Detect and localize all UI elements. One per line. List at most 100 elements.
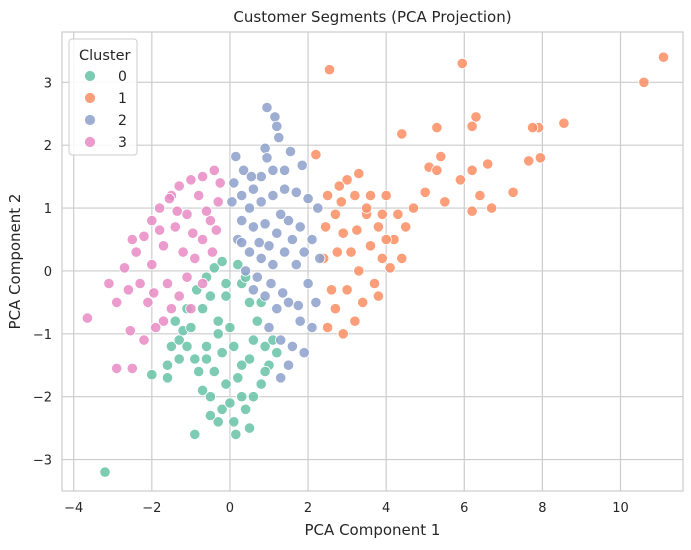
scatter-point-cluster-2 [302, 193, 314, 205]
scatter-point-cluster-2 [259, 142, 271, 154]
scatter-point-cluster-0 [181, 340, 193, 352]
scatter-point-cluster-2 [255, 171, 267, 183]
legend-box [68, 38, 138, 156]
scatter-point-cluster-1 [351, 224, 363, 236]
scatter-point-cluster-0 [204, 290, 216, 302]
scatter-point-cluster-1 [341, 284, 353, 296]
data-points [81, 51, 670, 478]
x-tick-label: 4 [382, 501, 390, 516]
scatter-point-cluster-2 [265, 277, 277, 290]
scatter-point-cluster-2 [298, 246, 310, 258]
scatter-point-cluster-3 [185, 303, 197, 315]
legend-items: 0 1 2 3 [84, 69, 127, 151]
legend-marker-1 [84, 92, 96, 104]
scatter-point-cluster-3 [146, 258, 158, 271]
legend-label-1: 1 [118, 91, 127, 107]
scatter-point-cluster-1 [333, 180, 345, 192]
scatter-point-cluster-2 [312, 202, 324, 214]
scatter-point-cluster-2 [275, 334, 287, 346]
scatter-point-cluster-2 [314, 252, 326, 264]
scatter-point-cluster-2 [286, 233, 298, 246]
scatter-point-cluster-0 [216, 255, 228, 268]
x-tick-label: 0 [226, 501, 234, 516]
scatter-point-cluster-1 [456, 57, 468, 70]
scatter-point-cluster-1 [400, 221, 412, 233]
y-tick-label: 0 [44, 265, 52, 280]
scatter-point-cluster-3 [154, 224, 166, 236]
scatter-point-cluster-0 [243, 296, 256, 308]
scatter-point-cluster-0 [228, 340, 240, 352]
scatter-point-cluster-2 [240, 265, 252, 277]
scatter-point-cluster-3 [197, 233, 209, 246]
scatter-point-cluster-3 [154, 202, 166, 214]
scatter-point-cluster-3 [134, 277, 146, 290]
scatter-point-cluster-3 [210, 224, 222, 236]
scatter-point-cluster-3 [124, 325, 136, 337]
scatter-point-cluster-3 [81, 312, 94, 324]
scatter-point-cluster-1 [319, 221, 332, 233]
x-tick-label: −2 [142, 501, 161, 516]
scatter-point-cluster-1 [435, 150, 447, 163]
scatter-point-cluster-3 [185, 174, 197, 186]
scatter-point-cluster-0 [243, 422, 256, 434]
scatter-point-cluster-0 [220, 290, 232, 302]
scatter-point-cluster-2 [243, 246, 256, 258]
scatter-point-cluster-1 [470, 111, 482, 123]
scatter-point-cluster-1 [321, 189, 334, 202]
y-tick-label: −2 [33, 391, 52, 406]
scatter-point-cluster-2 [286, 340, 298, 352]
scatter-point-cluster-1 [329, 303, 341, 315]
scatter-point-cluster-0 [208, 365, 220, 378]
scatter-point-cluster-1 [380, 189, 392, 202]
scatter-point-cluster-2 [282, 359, 295, 371]
scatter-point-cluster-2 [278, 183, 291, 195]
legend-marker-0 [84, 70, 96, 82]
x-axis-title: PCA Component 1 [305, 521, 441, 539]
scatter-point-cluster-2 [247, 183, 259, 195]
scatter-point-cluster-3 [181, 271, 193, 283]
scatter-point-cluster-1 [380, 233, 392, 246]
scatter-point-cluster-3 [206, 246, 218, 258]
scatter-point-cluster-2 [290, 186, 302, 198]
scatter-point-cluster-3 [126, 362, 138, 374]
scatter-point-cluster-3 [103, 277, 115, 290]
scatter-point-cluster-1 [526, 122, 539, 134]
scatter-point-cluster-3 [169, 221, 181, 233]
scatter-point-cluster-0 [224, 321, 236, 334]
y-tick-label: 2 [44, 139, 52, 154]
scatter-point-cluster-2 [294, 221, 306, 233]
scatter-point-cluster-2 [261, 152, 273, 164]
scatter-point-cluster-1 [335, 196, 347, 208]
scatter-point-cluster-3 [214, 177, 226, 189]
scatter-point-cluster-1 [360, 202, 373, 214]
scatter-point-cluster-0 [161, 372, 174, 384]
scatter-point-cluster-1 [396, 252, 408, 264]
scatter-point-cluster-2 [306, 233, 318, 246]
scatter-point-cluster-1 [466, 120, 478, 132]
scatter-point-cluster-0 [243, 353, 256, 365]
scatter-point-cluster-1 [372, 221, 384, 233]
scatter-point-cluster-1 [321, 321, 334, 334]
scatter-point-cluster-1 [329, 208, 341, 220]
scatter-point-cluster-1 [353, 167, 365, 180]
scatter-point-cluster-3 [171, 205, 183, 217]
y-tick-label: −1 [33, 328, 52, 343]
scatter-point-cluster-3 [177, 246, 189, 258]
scatter-point-cluster-2 [273, 132, 285, 144]
scatter-point-cluster-1 [368, 277, 381, 290]
scatter-point-cluster-1 [474, 189, 486, 202]
scatter-point-cluster-1 [657, 51, 670, 63]
legend-marker-2 [84, 114, 96, 126]
scatter-point-cluster-3 [148, 287, 160, 299]
scatter-point-cluster-1 [523, 155, 535, 167]
legend: Cluster 0 1 2 3 [68, 38, 138, 156]
scatter-point-cluster-1 [466, 205, 478, 217]
scatter-point-cluster-3 [118, 262, 131, 274]
scatter-point-cluster-1 [419, 186, 431, 198]
scatter-point-cluster-1 [384, 262, 396, 274]
scatter-point-cluster-3 [212, 196, 224, 208]
scatter-point-cluster-2 [236, 189, 248, 202]
scatter-point-cluster-1 [396, 128, 408, 140]
scatter-point-cluster-1 [331, 246, 343, 258]
